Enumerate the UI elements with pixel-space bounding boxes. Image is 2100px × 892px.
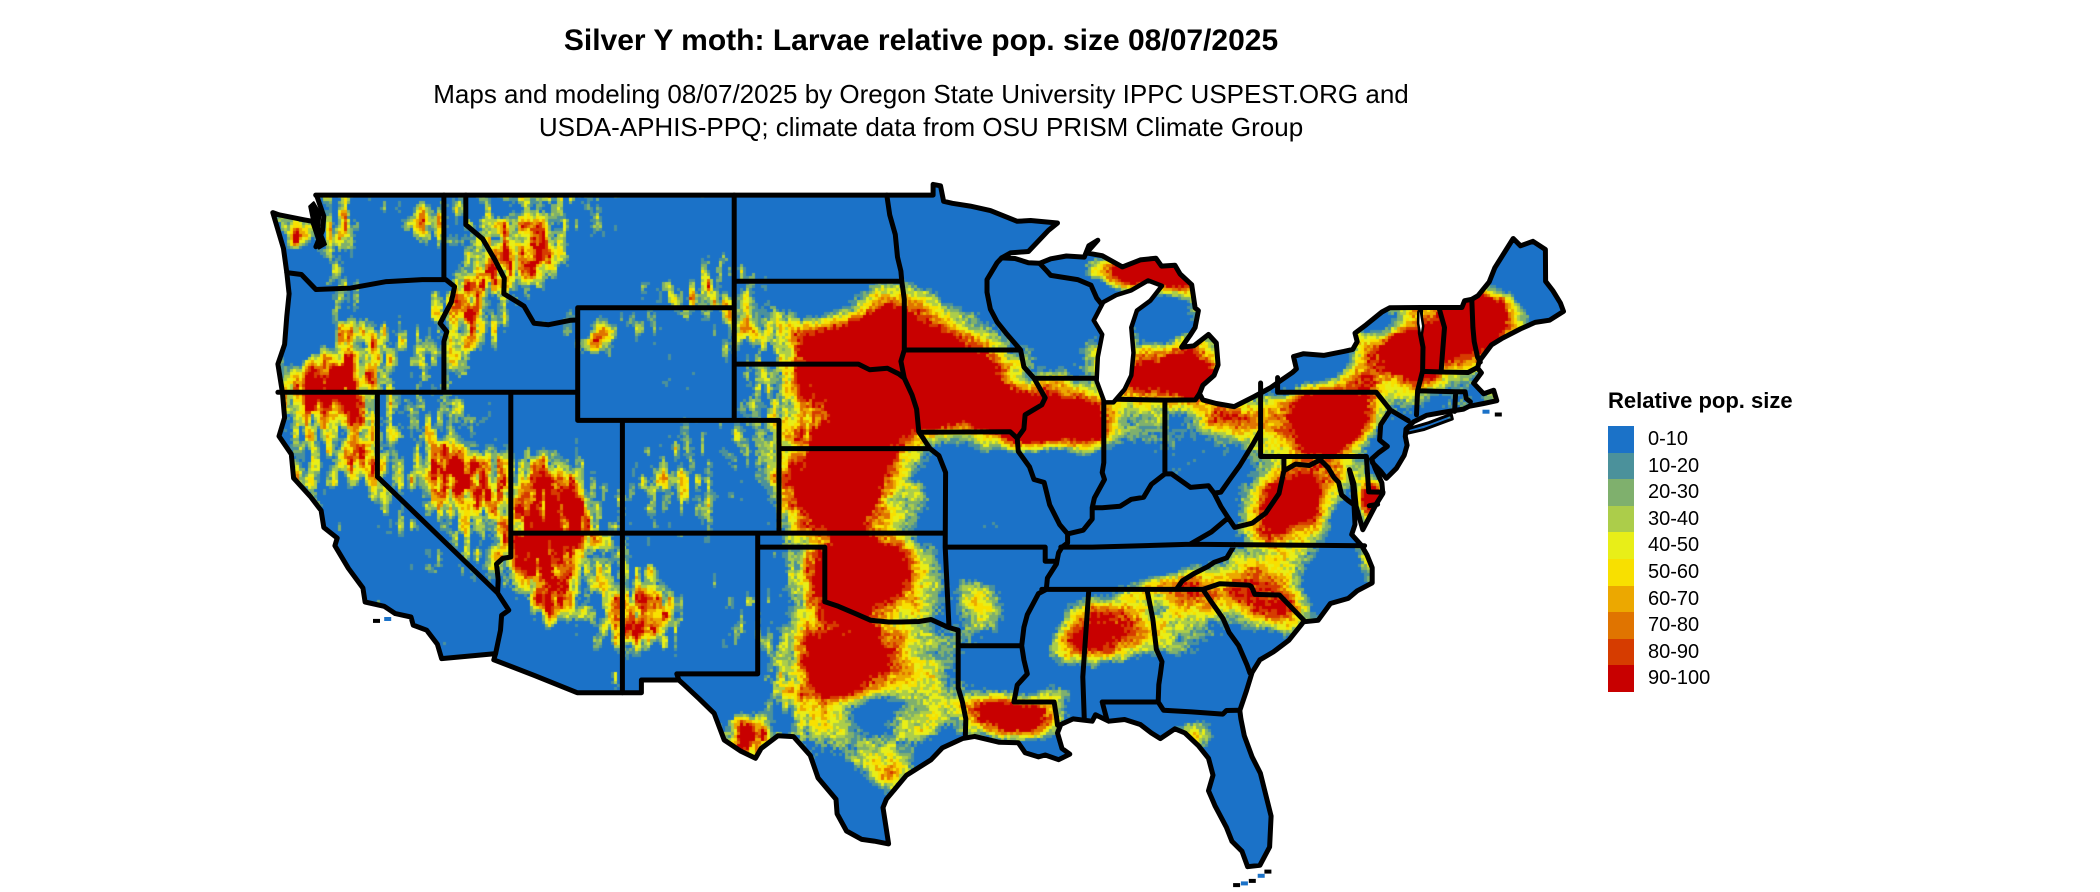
legend-item: 60-70 <box>1608 585 1868 613</box>
map-raster <box>260 165 1590 892</box>
color-swatch <box>1608 612 1634 639</box>
color-swatch <box>1608 479 1634 506</box>
lake-michigan <box>1091 278 1165 405</box>
color-swatch <box>1608 665 1634 692</box>
subtitle-line-2: USDA-APHIS-PPQ; climate data from OSU PR… <box>538 112 1304 142</box>
island-speck <box>373 618 380 623</box>
legend-item: 80-90 <box>1608 638 1868 666</box>
map-borders <box>270 181 1566 888</box>
legend-label: 10-20 <box>1648 454 1700 477</box>
legend-label: 20-30 <box>1648 481 1700 504</box>
legend-item: 20-30 <box>1608 479 1868 506</box>
legend-label: 50-60 <box>1648 560 1700 583</box>
legend-item: 0-10 <box>1608 426 1868 453</box>
legend-label: 80-90 <box>1648 640 1700 663</box>
legend-label: 40-50 <box>1648 534 1700 557</box>
island-speck <box>1264 869 1272 874</box>
us-map <box>260 165 1590 892</box>
page-title: Silver Y moth: Larvae relative pop. size… <box>563 24 1279 57</box>
color-swatch <box>1608 452 1634 480</box>
island-speck <box>1240 881 1248 886</box>
color-swatch <box>1608 558 1634 586</box>
legend-item: 40-50 <box>1608 532 1868 559</box>
island-speck <box>1257 873 1265 878</box>
lake-champlain <box>1416 306 1425 342</box>
color-swatch <box>1608 505 1634 533</box>
us-outline <box>270 181 1566 870</box>
color-swatch <box>1608 532 1634 559</box>
puget-sound <box>308 201 327 250</box>
legend-label: 90-100 <box>1648 667 1711 690</box>
title-block: Silver Y moth: Larvae relative pop. size… <box>0 24 1842 144</box>
long-island-outline <box>1406 412 1454 435</box>
island-speck <box>1248 878 1256 883</box>
color-swatch <box>1608 638 1634 666</box>
island-speck <box>1482 409 1490 414</box>
island-speck <box>384 617 392 621</box>
subtitle: Maps and modeling 08/07/2025 by Oregon S… <box>0 78 1842 144</box>
legend-title: Relative pop. size <box>1608 388 1793 413</box>
color-swatch <box>1608 426 1634 453</box>
island-speck <box>1233 883 1241 888</box>
legend-label: 60-70 <box>1648 587 1700 610</box>
legend-item: 30-40 <box>1608 505 1868 533</box>
legend-label: 0-10 <box>1648 428 1689 450</box>
subtitle-line-1: Maps and modeling 08/07/2025 by Oregon S… <box>433 79 1409 109</box>
legend-item: 10-20 <box>1608 452 1868 480</box>
legend: Relative pop. size 0-10 10-20 20-30 30-40 40… <box>1608 388 1868 692</box>
legend-item: 70-80 <box>1608 612 1868 639</box>
legend-label: 70-80 <box>1648 614 1700 637</box>
legend-item: 50-60 <box>1608 558 1868 586</box>
legend-items: 0-10 10-20 20-30 30-40 40-50 50-60 60-70 70-80 8… <box>1608 426 1868 692</box>
color-swatch <box>1608 585 1634 613</box>
legend-item: 90-100 <box>1608 665 1868 692</box>
legend-label: 30-40 <box>1648 507 1700 530</box>
island-speck <box>1494 412 1502 417</box>
